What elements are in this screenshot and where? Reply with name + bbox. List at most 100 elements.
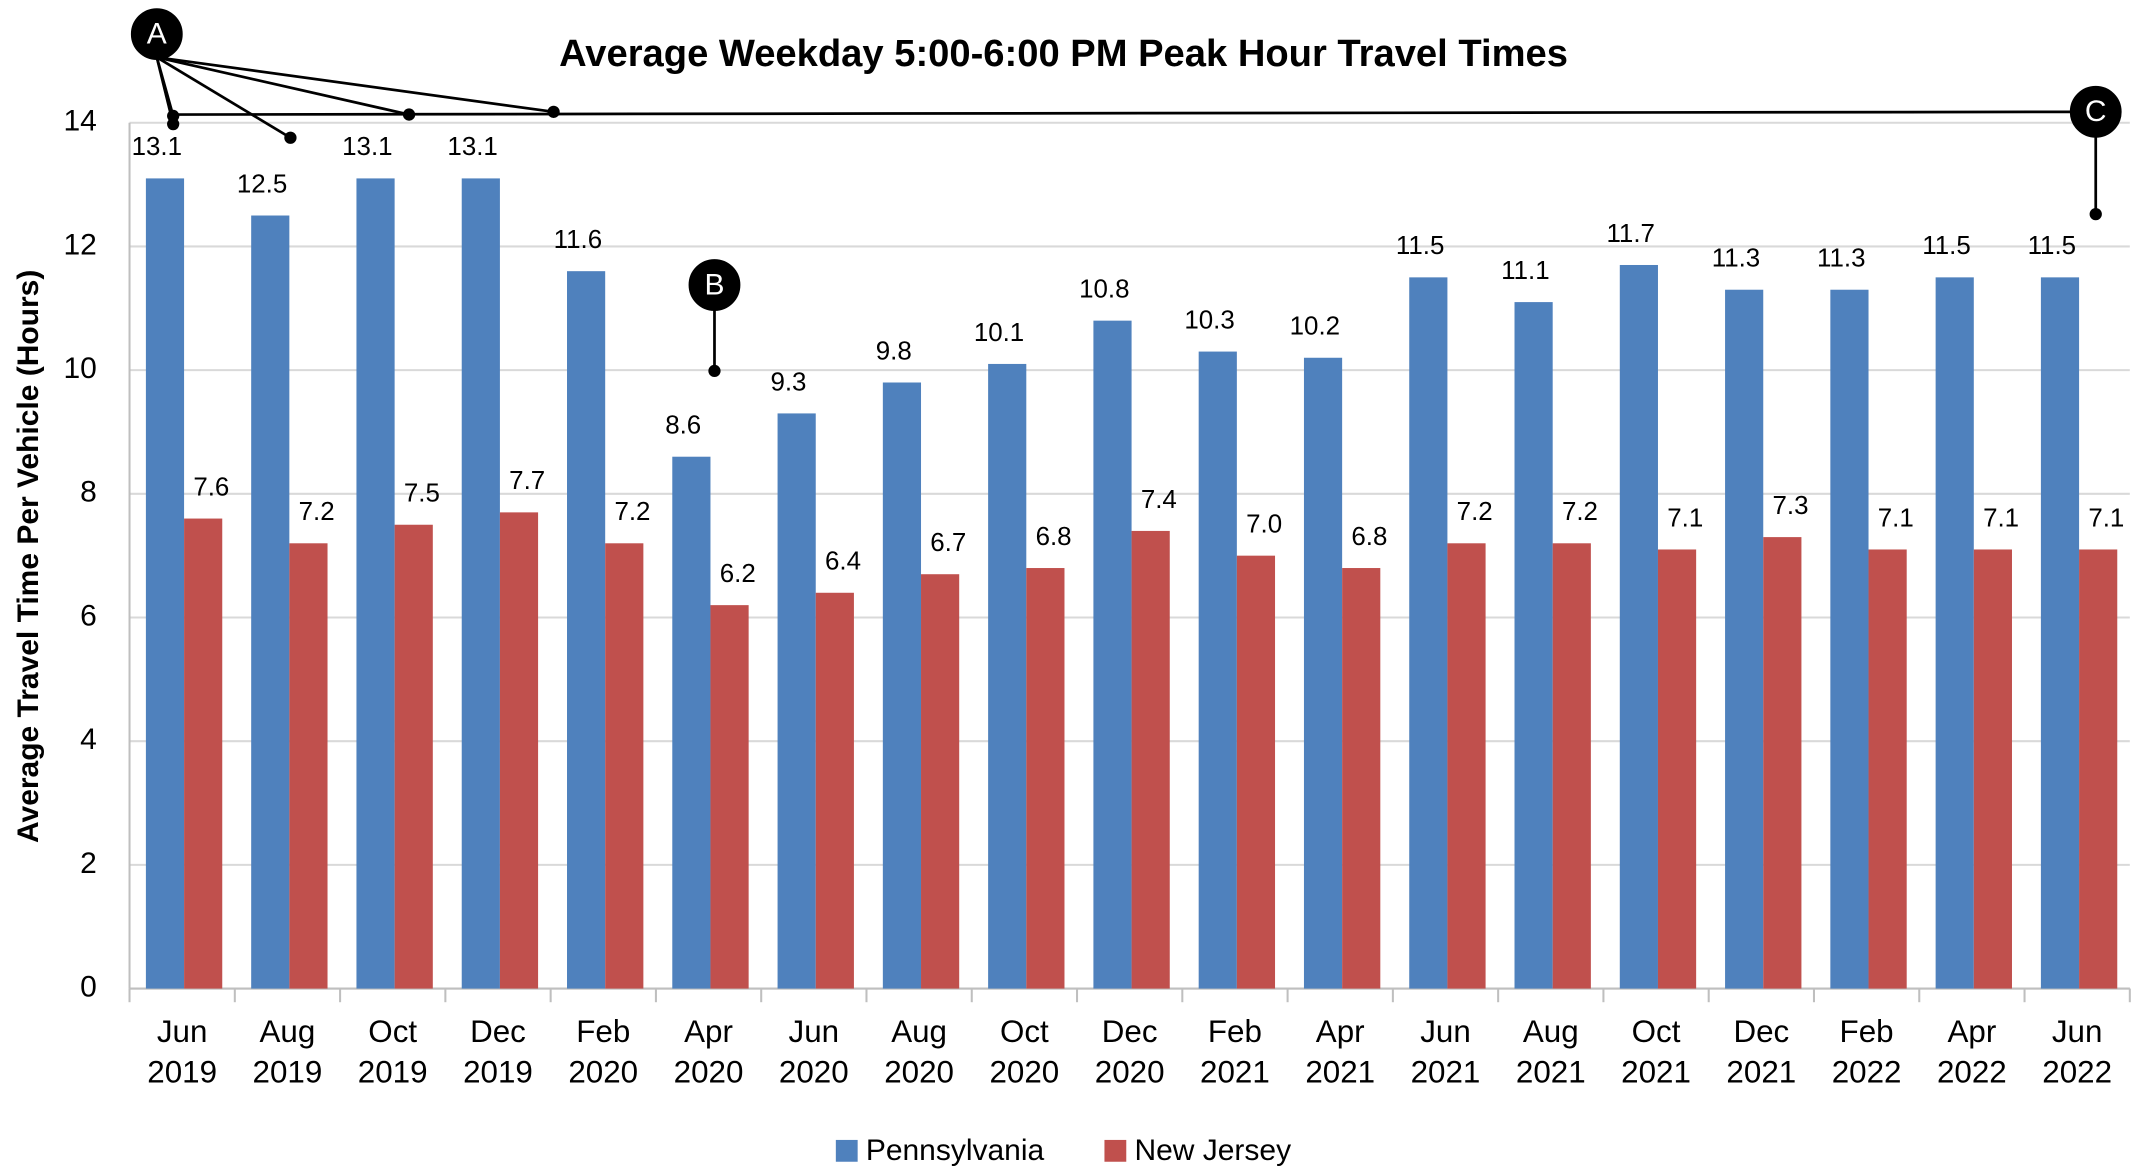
value-label: 7.3 — [1773, 492, 1809, 520]
x-tick-label: Jun 2020 — [778, 1013, 849, 1090]
bar — [1973, 549, 2012, 989]
x-tick-label: Dec 2019 — [463, 1013, 533, 1090]
x-tick-label: Feb 2022 — [1831, 1013, 1902, 1090]
bar — [1514, 302, 1553, 989]
value-label: 13.1 — [447, 133, 497, 161]
value-label: 7.7 — [509, 467, 545, 495]
bar — [1725, 289, 1764, 989]
chart-title: Average Weekday 5:00-6:00 PM Peak Hour T… — [559, 32, 1568, 75]
bar — [356, 178, 395, 989]
x-tick-label: Aug 2020 — [884, 1013, 954, 1090]
value-label: 10.8 — [1079, 275, 1129, 303]
bar — [1763, 537, 1802, 989]
bar — [567, 271, 606, 989]
x-tick-label-box: Aug 2020 — [884, 1013, 954, 1090]
x-tick-label-box: Aug 2019 — [253, 1013, 323, 1089]
value-label: 11.6 — [554, 226, 602, 254]
value-label: 10.2 — [1290, 313, 1340, 341]
x-tick-label-box: Aug 2021 — [1516, 1013, 1586, 1089]
value-label: 7.2 — [299, 498, 335, 526]
value-label: 7.4 — [1141, 486, 1177, 514]
bar — [2079, 549, 2118, 989]
x-tick-label: Apr 2021 — [1305, 1013, 1376, 1090]
x-tick-label: Jun 2021 — [1410, 1013, 1481, 1090]
x-tick-label-box: Dec 2019 — [463, 1013, 533, 1090]
value-label: 12.5 — [237, 170, 287, 198]
y-tick-label: 12 — [63, 228, 96, 261]
legend-swatch — [1104, 1139, 1127, 1162]
x-tick-label: Feb 2020 — [568, 1013, 639, 1090]
value-label: 8.6 — [665, 412, 701, 440]
x-tick-label-box: Feb 2020 — [568, 1013, 639, 1090]
bar — [251, 215, 290, 989]
x-tick-label-box: Feb 2021 — [1200, 1013, 1270, 1089]
legend-swatch — [835, 1139, 858, 1162]
y-axis-title: Average Travel Time Per Vehicle (Hours) — [12, 270, 45, 843]
bar — [882, 382, 922, 989]
x-tick-label-box: Apr 2020 — [673, 1013, 744, 1090]
bar — [1303, 357, 1343, 989]
bar — [1236, 555, 1276, 989]
bar — [1093, 320, 1132, 989]
value-label: 7.5 — [404, 480, 440, 508]
value-label: 7.2 — [1457, 498, 1493, 526]
value-label: 11.5 — [1922, 232, 1970, 260]
y-tick-label: 0 — [80, 971, 97, 1004]
bar — [777, 413, 816, 989]
bar — [2040, 277, 2080, 989]
x-tick-label-box: Apr 2022 — [1936, 1013, 2007, 1090]
bar — [710, 605, 749, 989]
value-label: 6.2 — [720, 560, 756, 588]
value-label: 11.5 — [1396, 232, 1444, 260]
annotation-label: C — [2085, 95, 2107, 128]
bar — [1409, 277, 1448, 989]
bar — [1198, 351, 1237, 989]
annotation-lines — [130, 8, 2122, 378]
x-tick-label-box: Jun 2022 — [2042, 1013, 2113, 1090]
bar — [145, 178, 185, 989]
value-label: 7.2 — [1562, 498, 1598, 526]
bar — [1868, 549, 1907, 989]
bar — [815, 592, 854, 989]
legend-label: New Jersey — [1134, 1134, 1291, 1167]
value-label: 13.1 — [132, 133, 182, 161]
x-tick-label-box: Apr 2021 — [1305, 1013, 1376, 1090]
bar — [499, 512, 539, 989]
bar — [1026, 568, 1065, 989]
x-tick-label: Apr 2022 — [1936, 1013, 2007, 1090]
x-tick-label-box: Dec 2021 — [1726, 1013, 1796, 1089]
x-tick-label-box: Oct 2019 — [357, 1013, 428, 1090]
value-label: 6.8 — [1036, 523, 1072, 551]
bar — [1657, 549, 1697, 989]
x-tick-label-box: Oct 2021 — [1621, 1013, 1691, 1089]
bar — [1131, 530, 1170, 989]
x-tick-label: Apr 2020 — [673, 1013, 744, 1090]
value-label: 6.8 — [1351, 523, 1387, 551]
value-label: 10.3 — [1184, 306, 1234, 334]
x-tick-label: Jun 2022 — [2042, 1013, 2113, 1090]
value-label: 7.1 — [1983, 504, 2019, 532]
value-label: 13.1 — [342, 133, 392, 161]
value-label: 11.7 — [1606, 220, 1654, 248]
value-label: 7.6 — [193, 473, 229, 501]
bar — [672, 456, 711, 989]
y-tick-label: 14 — [63, 105, 96, 138]
value-label: 11.5 — [2028, 232, 2076, 260]
value-label: 7.1 — [2088, 504, 2124, 532]
x-tick-label-box: Jun 2021 — [1410, 1013, 1481, 1090]
value-label: 6.7 — [930, 529, 966, 557]
y-tick-label: 4 — [80, 723, 97, 756]
bar — [461, 178, 500, 989]
legend-label: Pennsylvania — [866, 1134, 1045, 1167]
bar — [184, 518, 223, 989]
x-tick-label: Oct 2019 — [357, 1013, 428, 1090]
x-tick-label-box: Jun 2020 — [778, 1013, 849, 1090]
x-tick-label: Dec 2020 — [1094, 1013, 1165, 1090]
value-label: 7.1 — [1878, 504, 1914, 532]
annotation-label: A — [147, 17, 167, 50]
value-label: 9.3 — [770, 368, 806, 396]
value-label: 11.3 — [1712, 245, 1760, 273]
bar — [1552, 543, 1591, 989]
value-label: 6.4 — [825, 548, 861, 576]
